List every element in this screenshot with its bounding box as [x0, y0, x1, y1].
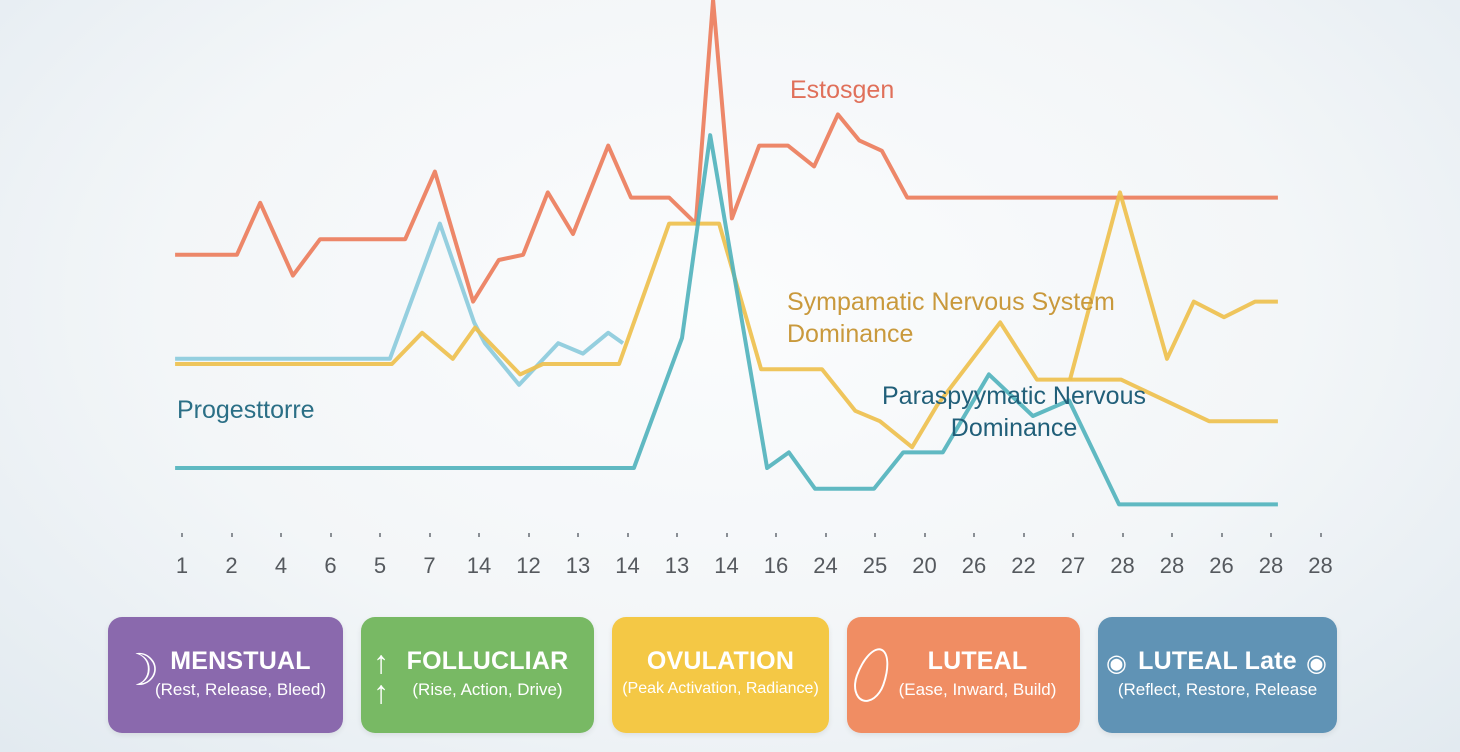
moon-icon: ☽: [120, 646, 160, 695]
x-tick-mark: [626, 533, 629, 537]
x-tick-mark: [973, 533, 975, 537]
x-tick-label: 14: [714, 553, 739, 578]
x-tick-mark: [428, 533, 431, 537]
phase-title: LUTEAL Late: [1138, 647, 1297, 675]
x-tick-mark: [329, 533, 332, 537]
x-tick-label: 16: [763, 553, 789, 578]
phase-card-luteal-late[interactable]: ◉ LUTEAL Late ◉ (Reflect, Restore, Relea…: [1098, 617, 1337, 733]
series-line-estosgen: [175, 0, 1278, 304]
x-tick-mark: [1121, 533, 1124, 537]
x-tick-label: 28: [1110, 553, 1135, 578]
label-sympathetic: Sympamatic Nervous System Dominance: [787, 288, 1115, 348]
x-tick-label: 4: [274, 553, 288, 578]
x-tick-mark: [577, 533, 579, 537]
line-chart: [175, 0, 1278, 507]
phase-subtitle: (Ease, Inward, Build): [898, 680, 1057, 699]
x-tick-mark: [478, 533, 480, 537]
x-tick-mark: [1319, 533, 1322, 537]
x-tick-label: 26: [1209, 553, 1234, 578]
phase-title: LUTEAL: [927, 647, 1028, 675]
label-progesterone: Progesttorre: [177, 396, 315, 424]
x-tick-label: 12: [516, 553, 541, 578]
x-tick-mark: [527, 533, 530, 537]
x-tick-label: 7: [423, 553, 436, 578]
x-tick-mark: [280, 533, 282, 537]
phase-card-follicular[interactable]: ↑ ↑ FOLLUCLIAR (Rise, Action, Drive): [361, 617, 594, 733]
series-line-unnamed-1: [175, 221, 625, 387]
x-tick-label: 25: [862, 553, 888, 578]
x-tick-mark: [1270, 533, 1272, 537]
x-tick-label: 2: [225, 553, 238, 578]
eye-icon: ◉: [1306, 650, 1327, 677]
series-line-paraspyymatic-nervous-dominance: [175, 133, 1278, 507]
phase-subtitle: (Reflect, Restore, Release: [1117, 680, 1318, 699]
x-tick-mark: [379, 533, 381, 537]
label-estrogen: Estosgen: [790, 76, 895, 104]
phase-subtitle: (Peak Activation, Radiance): [622, 680, 819, 697]
x-tick-label: 14: [466, 553, 492, 578]
x-tick-label: 22: [1011, 553, 1036, 578]
phase-title: OVULATION: [646, 647, 795, 675]
x-tick-label: 1: [175, 553, 189, 578]
series-line-sympamatic-nervous-system-dominance: [175, 221, 1278, 450]
x-tick-mark: [874, 533, 876, 537]
arrows-up-icon: ↑ ↑: [373, 644, 389, 710]
x-tick-mark: [1171, 533, 1173, 537]
x-tick-mark: [1022, 533, 1025, 537]
x-tick-mark: [824, 533, 827, 537]
x-tick-mark: [1220, 533, 1223, 537]
x-tick-mark: [775, 533, 777, 537]
x-tick-label: 28: [1159, 553, 1185, 578]
phase-title: FOLLUCLIAR: [406, 647, 569, 675]
x-tick-label: 20: [912, 553, 937, 578]
x-tick-label: 13: [664, 553, 690, 578]
x-tick-mark: [230, 533, 233, 537]
x-tick-label: 27: [1060, 553, 1086, 578]
series-line-unnamed-3: [1068, 190, 1278, 381]
x-tick-label: 6: [324, 553, 337, 578]
phase-subtitle: (Rest, Release, Bleed): [154, 680, 327, 699]
x-tick-mark: [676, 533, 678, 537]
phase-card-luteal[interactable]: LUTEAL (Ease, Inward, Build): [847, 617, 1080, 733]
x-tick-mark: [1072, 533, 1074, 537]
x-tick-label: 28: [1258, 553, 1284, 578]
label-parasympathetic: Paraspyymatic Nervous Dominance: [882, 382, 1146, 442]
x-tick-mark: [923, 533, 926, 537]
eye-icon: ◉: [1106, 650, 1127, 677]
x-tick-label: 24: [813, 553, 838, 578]
x-tick-mark: [181, 533, 183, 537]
phase-subtitle: (Rise, Action, Drive): [412, 680, 563, 699]
x-tick-label: 5: [373, 553, 387, 578]
x-tick-label: 28: [1308, 553, 1333, 578]
phase-card-menstrual[interactable]: ☽ MENSTUAL (Rest, Release, Bleed): [108, 617, 343, 733]
x-tick-label: 14: [615, 553, 640, 578]
phase-card-ovulation[interactable]: OVULATION (Peak Activation, Radiance): [612, 617, 829, 733]
x-tick-label: 13: [565, 553, 591, 578]
phase-title: MENSTUAL: [170, 647, 311, 675]
x-tick-mark: [725, 533, 728, 537]
x-tick-label: 26: [961, 553, 987, 578]
